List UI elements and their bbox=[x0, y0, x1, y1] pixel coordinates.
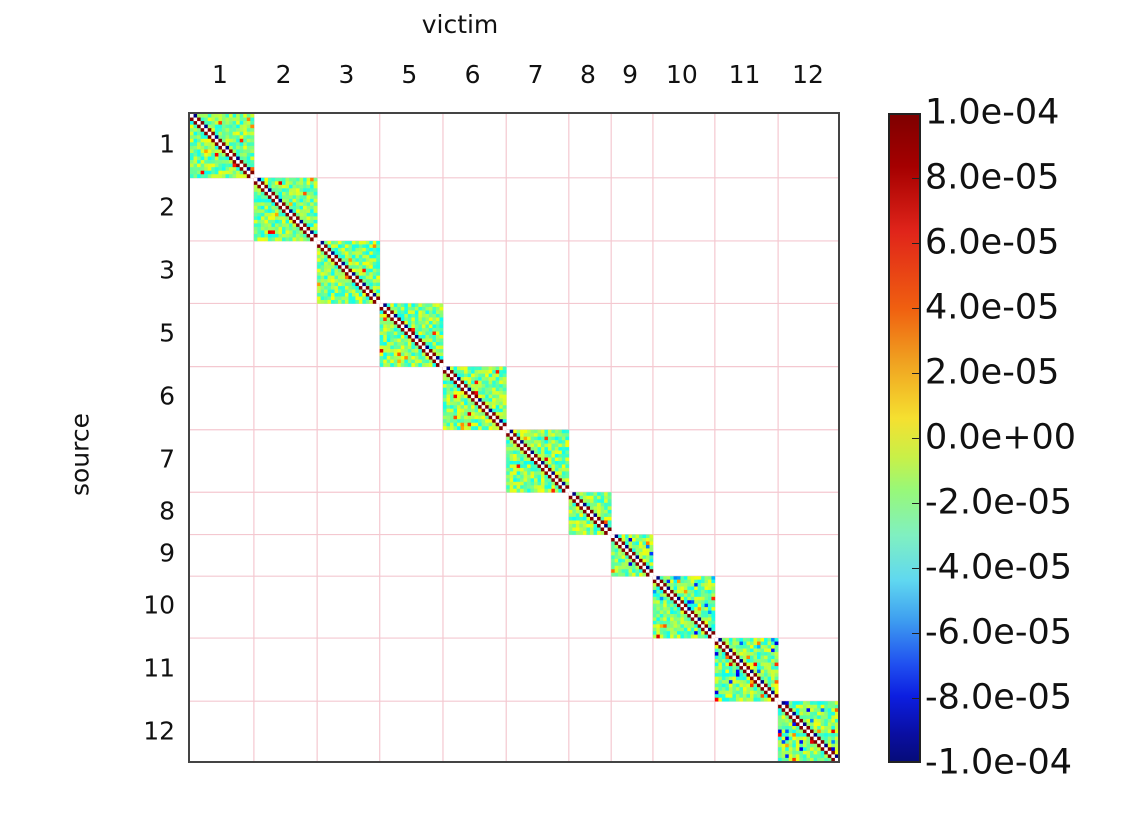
colorbar-tick-label: 8.0e-05 bbox=[925, 157, 1060, 198]
heatmap-block bbox=[778, 701, 838, 761]
colorbar-tick-mark bbox=[912, 503, 921, 504]
heatmap-matrix bbox=[190, 114, 838, 761]
x-axis-label: victim bbox=[421, 10, 499, 39]
y-tick-label: 8 bbox=[159, 496, 175, 526]
colorbar-tick-label: -1.0e-04 bbox=[925, 742, 1072, 783]
y-tick-label: 11 bbox=[143, 653, 175, 683]
x-tick-label: 11 bbox=[728, 60, 761, 89]
y-tick-label: 1 bbox=[159, 129, 175, 159]
y-tick-label: 2 bbox=[159, 192, 175, 222]
y-tick-label: 9 bbox=[159, 538, 175, 568]
heatmap-block bbox=[568, 492, 612, 535]
colorbar-tick-mark bbox=[912, 243, 921, 244]
y-tick-label: 6 bbox=[159, 381, 175, 411]
x-tick-label: 3 bbox=[338, 60, 355, 89]
x-tick-label: 12 bbox=[792, 60, 824, 89]
heatmap-block bbox=[317, 240, 381, 304]
colorbar-tick-label: -4.0e-05 bbox=[925, 547, 1072, 588]
colorbar-tick-mark bbox=[912, 308, 921, 309]
colorbar-tick-mark bbox=[912, 178, 921, 179]
x-tick-label: 7 bbox=[527, 60, 544, 89]
x-tick-label: 9 bbox=[622, 60, 638, 89]
heatmap-block bbox=[253, 177, 318, 242]
colorbar-tick-label: -2.0e-05 bbox=[925, 482, 1072, 523]
y-tick-label: 12 bbox=[143, 716, 175, 746]
colorbar-tick-label: 2.0e-05 bbox=[925, 352, 1060, 393]
colorbar-tick-label: 0.0e+00 bbox=[925, 417, 1077, 458]
heatmap-block bbox=[442, 366, 507, 431]
colorbar-tick-label: 4.0e-05 bbox=[925, 287, 1060, 328]
heatmap-block bbox=[652, 576, 716, 639]
y-tick-label: 7 bbox=[159, 444, 175, 474]
colorbar-tick-mark bbox=[912, 698, 921, 699]
colorbar-tick-label: 1.0e-04 bbox=[925, 92, 1060, 133]
colorbar-tick-mark bbox=[912, 568, 921, 569]
heatmap-block bbox=[506, 429, 570, 493]
heatmap-plot-area bbox=[188, 112, 840, 763]
y-tick-label: 3 bbox=[159, 255, 175, 285]
colorbar-tick-label: -6.0e-05 bbox=[925, 612, 1072, 653]
y-tick-label: 10 bbox=[143, 590, 175, 620]
x-tick-label: 6 bbox=[464, 60, 481, 89]
colorbar-tick-mark bbox=[912, 438, 921, 439]
x-tick-label: 5 bbox=[401, 60, 418, 89]
heatmap-block bbox=[379, 303, 444, 367]
heatmap-block bbox=[611, 534, 654, 577]
colorbar-tick-label: 6.0e-05 bbox=[925, 222, 1060, 263]
x-tick-label: 2 bbox=[275, 60, 292, 89]
colorbar-tick-label: -8.0e-05 bbox=[925, 677, 1072, 718]
heatmap-block bbox=[190, 114, 255, 179]
x-tick-label: 1 bbox=[211, 60, 228, 89]
y-axis-label: source bbox=[65, 412, 95, 497]
y-tick-label: 5 bbox=[159, 318, 175, 348]
heatmap-block bbox=[714, 638, 779, 702]
colorbar-tick-mark bbox=[912, 373, 921, 374]
colorbar-tick-mark bbox=[912, 633, 921, 634]
x-tick-label: 8 bbox=[580, 60, 596, 89]
x-tick-label: 10 bbox=[665, 60, 698, 89]
